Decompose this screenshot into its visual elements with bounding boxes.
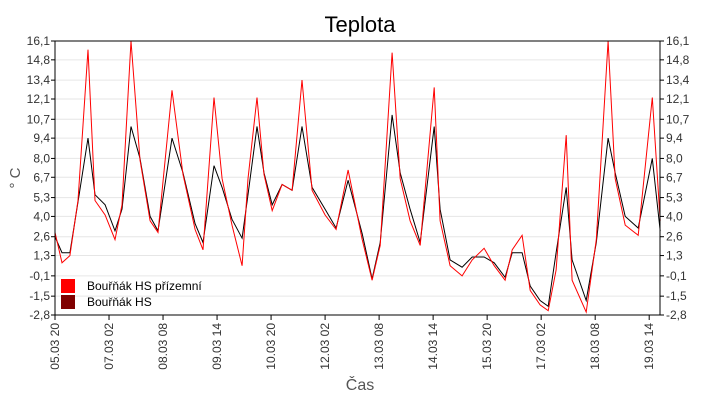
x-axis-label: Čas: [346, 375, 374, 394]
y-tick-label-right: 10,7: [666, 112, 690, 126]
y-tick-label: 8,0: [33, 151, 50, 165]
legend-label: Bouřňák HS: [87, 295, 152, 309]
plot-frame: [54, 40, 661, 316]
y-tick-label: -2,8: [29, 308, 50, 322]
y-tick-label-right: 4,0: [666, 209, 683, 223]
y-tick-label-right: 14,8: [666, 53, 690, 67]
x-tick-label: 10.03 20: [264, 323, 278, 370]
y-tick-label: -1,5: [29, 289, 50, 303]
x-tick-label: 07.03 02: [102, 323, 116, 370]
legend: Bouřňák HS přízemní Bouřňák HS: [61, 279, 202, 309]
chart-title: Teplota: [325, 12, 397, 37]
x-tick-label: 05.03 20: [48, 323, 62, 370]
y-tick-label-right: 16,1: [666, 34, 690, 48]
x-tick-label: 17.03 02: [534, 323, 548, 370]
y-tick-label: 9,4: [33, 131, 50, 145]
y-tick-label: 10,7: [27, 112, 51, 126]
y-tick-label-right: -0,1: [666, 269, 687, 283]
x-tick-label: 14.03 14: [426, 323, 440, 370]
legend-swatch: [61, 279, 75, 293]
y-tick-label: 1,3: [33, 249, 50, 263]
y-tick-label: 13,4: [27, 73, 51, 87]
y-axis: 16,1 16,1 14,8 14,8 13,4 13,4 12,1 12,1 10,7 10,7…: [27, 34, 690, 322]
y-tick-label: 2,6: [33, 230, 50, 244]
y-tick-label-right: 6,7: [666, 170, 683, 184]
x-tick-label: 12.03 02: [318, 323, 332, 370]
y-tick-label-right: 13,4: [666, 73, 690, 87]
legend-swatch: [61, 295, 75, 309]
y-tick-label-right: 9,4: [666, 131, 683, 145]
y-tick-label: 14,8: [27, 53, 51, 67]
x-tick-label: 13.03 08: [372, 323, 386, 370]
x-tick-label: 09.03 14: [210, 323, 224, 370]
y-tick-label-right: 8,0: [666, 151, 683, 165]
y-axis-label: ° C: [7, 167, 24, 188]
legend-label: Bouřňák HS přízemní: [87, 279, 202, 293]
y-tick-label: 5,3: [33, 191, 50, 205]
y-tick-label-right: 5,3: [666, 191, 683, 205]
y-tick-label: 16,1: [27, 34, 51, 48]
y-tick-label-right: -2,8: [666, 308, 687, 322]
x-tick-label: 15.03 20: [480, 323, 494, 370]
y-tick-label-right: 1,3: [666, 249, 683, 263]
y-tick-label: 6,7: [33, 170, 50, 184]
series-line: [54, 40, 661, 314]
x-tick-label: 08.03 08: [156, 323, 170, 370]
x-tick-label: 19.03 14: [642, 323, 656, 370]
x-axis: 05.03 20 07.03 02 08.03 08 09.03 14 10.03 20…: [48, 315, 656, 370]
x-tick-label: 18.03 08: [588, 323, 602, 370]
y-tick-label: -0,1: [29, 269, 50, 283]
grid: [55, 40, 660, 316]
y-tick-label-right: -1,5: [666, 289, 687, 303]
y-tick-label: 4,0: [33, 209, 50, 223]
series-lines: [54, 40, 661, 314]
y-tick-label: 12,1: [27, 92, 51, 106]
y-tick-label-right: 12,1: [666, 92, 690, 106]
y-tick-label-right: 2,6: [666, 230, 683, 244]
